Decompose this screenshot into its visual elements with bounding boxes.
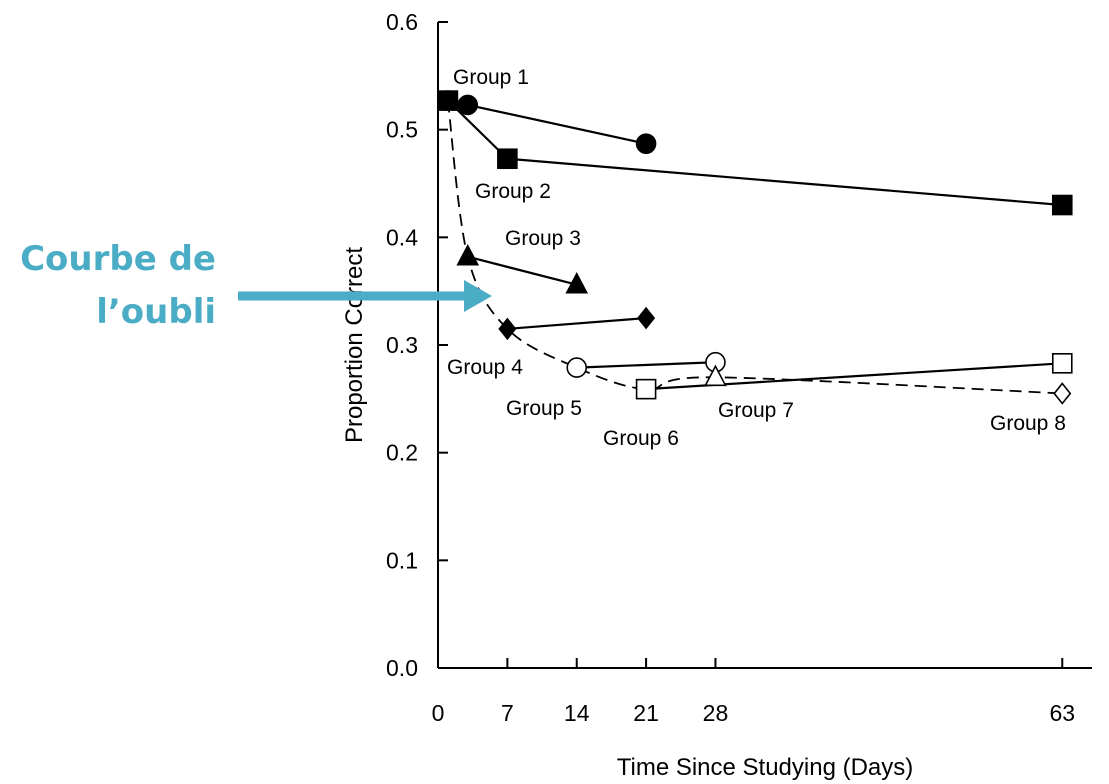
- circle-marker: [566, 357, 588, 378]
- annotation-arrow: [238, 280, 492, 312]
- x-tick-label: 7: [501, 700, 514, 726]
- triangle-marker: [456, 243, 480, 266]
- series-line: [576, 361, 716, 369]
- series-label: Group 3: [505, 227, 581, 250]
- annotation-line-2: l’oubli: [96, 292, 216, 332]
- series-label: Group 8: [990, 412, 1066, 435]
- square-marker: [1051, 194, 1073, 216]
- y-tick-label: 0.1: [386, 547, 418, 573]
- y-tick-label: 0.6: [386, 9, 418, 35]
- square-marker: [497, 148, 518, 170]
- annotation-line-1: Courbe de: [20, 239, 216, 279]
- x-tick-label: 0: [432, 700, 445, 726]
- diamond-marker: [637, 306, 656, 330]
- series-label: Group 4: [447, 356, 523, 379]
- triangle-marker: [565, 271, 589, 294]
- circle-marker: [457, 94, 479, 116]
- series-label: Group 2: [475, 180, 551, 203]
- x-tick-label: 28: [703, 700, 729, 726]
- x-tick-label: 63: [1049, 700, 1075, 726]
- y-tick-label: 0.0: [386, 655, 418, 681]
- series-layer: [437, 90, 1073, 405]
- series-label: Group 7: [718, 399, 794, 422]
- triangle-marker: [704, 364, 727, 387]
- series-line: [507, 316, 647, 330]
- x-axis-label: Time Since Studying (Days): [617, 754, 914, 781]
- annotation-layer: Courbe de l’oubli: [20, 239, 492, 332]
- y-tick-label: 0.3: [386, 332, 418, 358]
- group-label-layer: Group 1 Group 2 Group 3 Group 4 Group 5 Group…: [447, 66, 1066, 450]
- circle-marker: [635, 133, 657, 154]
- diamond-marker: [498, 317, 517, 341]
- axes: 0.0 0.1 0.2 0.3 0.4 0.5 0.6 0 7 14 21 28 63 Time Sinc…: [341, 9, 1092, 781]
- y-tick-label: 0.5: [386, 117, 418, 143]
- series-label: Group 1: [453, 66, 529, 89]
- square-marker: [635, 378, 657, 400]
- y-tick-label: 0.4: [386, 224, 418, 250]
- series-label: Group 5: [506, 397, 582, 420]
- diamond-marker: [1053, 382, 1072, 405]
- square-marker: [1051, 353, 1073, 374]
- square-marker: [437, 90, 459, 111]
- y-tick-label: 0.2: [386, 440, 418, 466]
- x-tick-label: 21: [633, 700, 659, 726]
- y-axis-label: Proportion Correct: [341, 247, 368, 443]
- x-tick-label: 14: [564, 700, 590, 726]
- series-label: Group 6: [603, 427, 679, 450]
- series-line: [467, 255, 578, 286]
